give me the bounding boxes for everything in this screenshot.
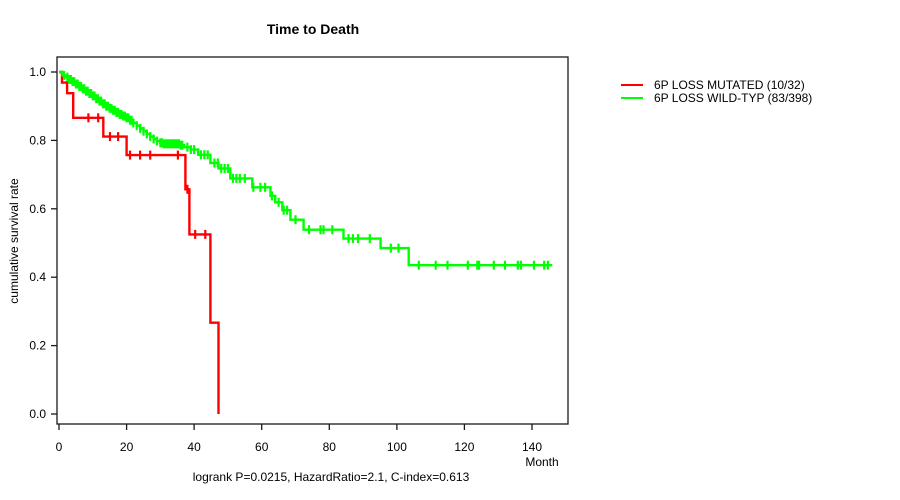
y-axis-tick-label: 0.0 bbox=[29, 407, 46, 421]
survival-curve-wildtype bbox=[59, 70, 553, 267]
chart-title: Time to Death bbox=[266, 21, 360, 37]
y-axis-tick-label: 1.0 bbox=[29, 65, 46, 79]
legend-label-wildtype: 6P LOSS WILD-TYP (83/398) bbox=[654, 91, 813, 105]
legend-item-wildtype: 6P LOSS WILD-TYP (83/398) bbox=[621, 92, 812, 104]
x-axis-tick-label: 20 bbox=[120, 440, 134, 454]
y-axis-tick-label: 0.8 bbox=[29, 133, 46, 147]
survival-curve-mutated bbox=[59, 70, 220, 414]
legend-item-mutated: 6P LOSS MUTATED (10/32) bbox=[621, 79, 812, 91]
legend-label-mutated: 6P LOSS MUTATED (10/32) bbox=[654, 78, 805, 92]
x-axis-tick-label: 0 bbox=[56, 440, 63, 454]
y-axis-title: cumulative survival rate bbox=[7, 178, 21, 304]
y-axis-tick-label: 0.2 bbox=[29, 339, 46, 353]
x-axis-tick-label: 140 bbox=[522, 440, 542, 454]
plot-box bbox=[56, 56, 569, 425]
legend-line-red bbox=[621, 83, 643, 87]
x-axis-title: Month bbox=[525, 455, 559, 469]
y-axis-tick-label: 0.6 bbox=[29, 202, 46, 216]
legend: 6P LOSS MUTATED (10/32) 6P LOSS WILD-TYP… bbox=[621, 79, 812, 105]
x-axis-tick-label: 100 bbox=[387, 440, 407, 454]
x-axis-tick-label: 120 bbox=[454, 440, 474, 454]
y-axis-tick-label: 0.4 bbox=[29, 270, 46, 284]
x-axis-tick-label: 80 bbox=[323, 440, 337, 454]
legend-line-green bbox=[621, 96, 643, 100]
x-axis-tick-label: 60 bbox=[255, 440, 269, 454]
x-axis-tick-label: 40 bbox=[187, 440, 201, 454]
statistics-annotation: logrank P=0.0215, HazardRatio=2.1, C-ind… bbox=[192, 470, 470, 484]
